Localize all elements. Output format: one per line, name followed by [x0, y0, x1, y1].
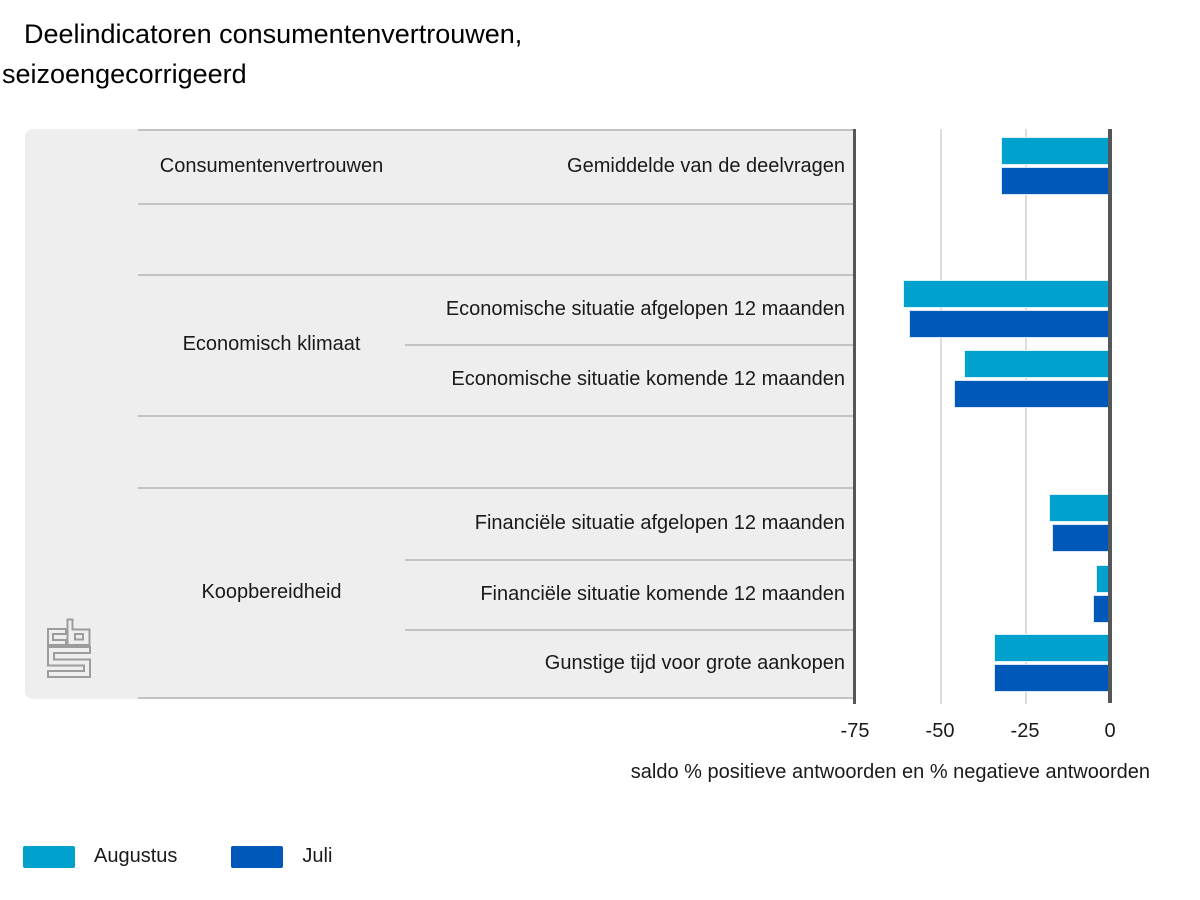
bar-juli-gunstige-tijd-voor-grote-aankopen[interactable] [994, 663, 1110, 692]
separator-line [138, 414, 853, 417]
group-label-consumentenvertrouwen: Consumentenvertrouwen [159, 154, 384, 177]
gridline-minus25 [1025, 129, 1027, 704]
chart-title: Deelindicatoren consumentenvertrouwen, s… [2, 14, 522, 94]
separator-line [405, 559, 853, 561]
cbs-logo-c-icon [47, 628, 67, 646]
bar-augustus-gemiddelde-van-de-deelvragen[interactable] [1001, 137, 1110, 165]
cbs-logo-b-icon [66, 618, 91, 646]
bar-augustus-economische-situatie-komende-12-maanden[interactable] [963, 350, 1110, 378]
separator-line [138, 697, 853, 699]
label-axis-border [853, 129, 856, 704]
x-tick-label-0: 0 [1104, 720, 1116, 742]
separator-line [138, 128, 853, 131]
cbs-logo-b-counter-icon [74, 633, 84, 641]
row-label-economische-situatie-afgelopen-12-maanden: Economische situatie afgelopen 12 maande… [445, 297, 845, 320]
legend-label-augustus[interactable]: Augustus [94, 845, 178, 867]
row-label-economische-situatie-komende-12-maanden: Economische situatie komende 12 maanden [451, 368, 845, 390]
bar-juli-economische-situatie-komende-12-maanden[interactable] [953, 380, 1110, 408]
separator-line [138, 487, 853, 489]
cbs-logo-s-icon [47, 646, 91, 678]
zero-axis-line [1108, 129, 1112, 703]
legend-swatch-augustus[interactable] [23, 845, 75, 868]
row-label-gunstige-tijd-voor-grote-aankopen: Gunstige tijd voor grote aankopen [544, 651, 845, 674]
group-label-koopbereidheid: Koopbereidheid [201, 580, 342, 603]
row-label-financi-le-situatie-komende-12-maanden: Financiële situatie komende 12 maanden [480, 582, 845, 605]
bar-augustus-economische-situatie-afgelopen-12-maanden[interactable] [902, 279, 1110, 308]
legend: Augustus Juli [23, 845, 332, 868]
separator-line [138, 202, 853, 205]
bar-augustus-financi-le-situatie-afgelopen-12-maanden[interactable] [1048, 494, 1110, 522]
x-tick-label-50: -50 [925, 720, 955, 742]
separator-line [405, 343, 853, 346]
legend-swatch-juli[interactable] [231, 845, 284, 868]
x-axis-caption: saldo % positieve antwoorden en % negati… [630, 761, 1150, 783]
bar-juli-financi-le-situatie-afgelopen-12-maanden[interactable] [1052, 524, 1110, 552]
row-label-gemiddelde-van-de-deelvragen: Gemiddelde van de deelvragen [567, 155, 845, 177]
category-panel [25, 129, 855, 699]
x-tick-label-25: -25 [1010, 720, 1040, 742]
bar-juli-economische-situatie-afgelopen-12-maanden[interactable] [909, 309, 1110, 338]
separator-line [138, 273, 853, 276]
separator-line [405, 628, 853, 631]
chart-title-line2: seizoengecorrigeerd [2, 59, 247, 89]
chart-title-line1: Deelindicatoren consumentenvertrouwen, [24, 19, 523, 49]
x-tick-label-75: -75 [840, 720, 870, 742]
legend-label-juli[interactable]: Juli [302, 845, 333, 867]
cbs-logo [47, 618, 91, 678]
gridline-minus50 [940, 129, 942, 704]
bar-juli-gemiddelde-van-de-deelvragen[interactable] [1001, 167, 1110, 195]
bar-augustus-gunstige-tijd-voor-grote-aankopen[interactable] [994, 633, 1110, 662]
row-label-financi-le-situatie-afgelopen-12-maanden: Financiële situatie afgelopen 12 maanden [474, 512, 845, 534]
group-label-economisch-klimaat: Economisch klimaat [182, 332, 361, 355]
